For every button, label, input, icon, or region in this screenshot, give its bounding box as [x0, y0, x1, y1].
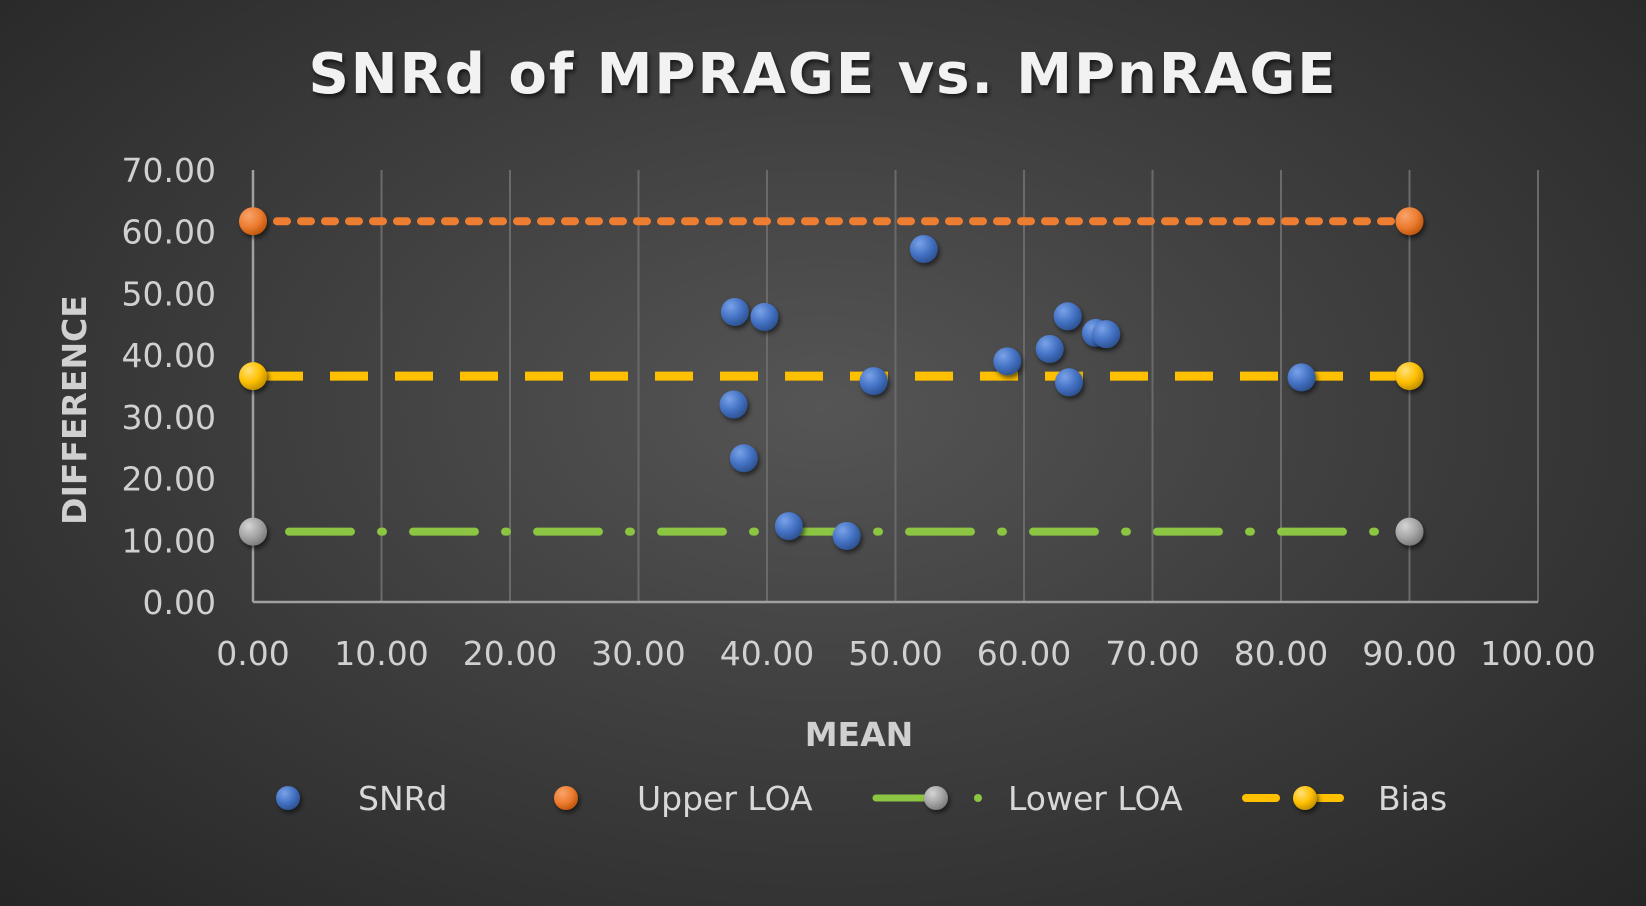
y-tick-label: 40.00 [122, 336, 216, 375]
legend-item-upper-loa: Upper LOA [554, 779, 813, 818]
x-tick-label: 30.00 [591, 634, 685, 673]
snrd-point-1 [750, 302, 779, 331]
x-tick-label: 60.00 [977, 634, 1071, 673]
y-tick-label: 10.00 [122, 521, 216, 560]
y-tick-label: 0.00 [143, 583, 216, 622]
legend-marker-lower-loa [924, 786, 948, 810]
x-tick-label: 50.00 [848, 634, 942, 673]
reference-lines [249, 217, 1414, 536]
data-points [239, 207, 1424, 550]
legend-label-snrd: SNRd [358, 779, 448, 818]
legend-marker-snrd [276, 786, 300, 810]
x-tick-label: 40.00 [720, 634, 814, 673]
x-tick-label: 10.00 [334, 634, 428, 673]
snrd-point-9 [1035, 334, 1064, 363]
legend-item-snrd: SNRd [276, 779, 448, 818]
snrd-point-7 [909, 234, 938, 263]
x-tick-label: 100.00 [1480, 634, 1595, 673]
snrd-point-14 [1287, 363, 1316, 392]
snrd-point-13 [1092, 320, 1121, 349]
y-tick-label: 70.00 [122, 151, 216, 190]
legend-item-bias: Bias [1242, 779, 1447, 818]
snrd-point-8 [993, 347, 1022, 376]
x-tick-label: 80.00 [1234, 634, 1328, 673]
y-axis-label: DIFFERENCE [55, 295, 94, 525]
legend-label-upper-loa: Upper LOA [637, 779, 813, 818]
lower-loa-marker-1 [1395, 517, 1424, 546]
x-axis-label: MEAN [805, 715, 914, 754]
y-tick-label: 60.00 [122, 213, 216, 252]
legend: SNRd Upper LOA Lower LOA Bias [276, 779, 1447, 818]
snrd-point-4 [774, 512, 803, 541]
y-tick-label: 20.00 [122, 460, 216, 499]
lower-loa-marker-0 [239, 517, 267, 546]
x-tick-label: 0.00 [216, 634, 289, 673]
y-axis-ticks: 0.00 10.00 20.00 30.00 40.00 50.00 60.00 70.00 [122, 151, 216, 622]
y-tick-label: 30.00 [122, 398, 216, 437]
x-tick-label: 70.00 [1105, 634, 1199, 673]
snrd-point-2 [719, 390, 748, 419]
snrd-point-0 [720, 297, 749, 326]
chart-title: SNRd of MPRAGE vs. MPnRAGE [308, 42, 1337, 107]
y-tick-label: 50.00 [122, 274, 216, 313]
x-axis-ticks: 0.00 10.00 20.00 30.00 40.00 50.00 60.00 70.00 8… [216, 634, 1595, 673]
snrd-point-3 [729, 444, 758, 473]
snrd-point-6 [859, 367, 888, 396]
bias-marker-1 [1395, 362, 1424, 391]
legend-marker-upper-loa [554, 786, 578, 810]
x-tick-label: 90.00 [1362, 634, 1456, 673]
snrd-point-5 [832, 521, 861, 550]
snrd-point-10 [1053, 302, 1082, 331]
upper-loa-marker-1 [1395, 207, 1424, 236]
legend-item-lower-loa: Lower LOA [872, 779, 1183, 818]
snrd-point-11 [1054, 368, 1083, 397]
gridlines [380, 170, 1539, 602]
legend-label-bias: Bias [1378, 779, 1447, 818]
legend-marker-bias [1293, 786, 1317, 810]
legend-dot-lower-loa [974, 794, 982, 802]
x-tick-label: 20.00 [463, 634, 557, 673]
upper-loa-marker-0 [239, 207, 267, 236]
legend-label-lower-loa: Lower LOA [1008, 779, 1183, 818]
bias-marker-0 [239, 362, 267, 391]
